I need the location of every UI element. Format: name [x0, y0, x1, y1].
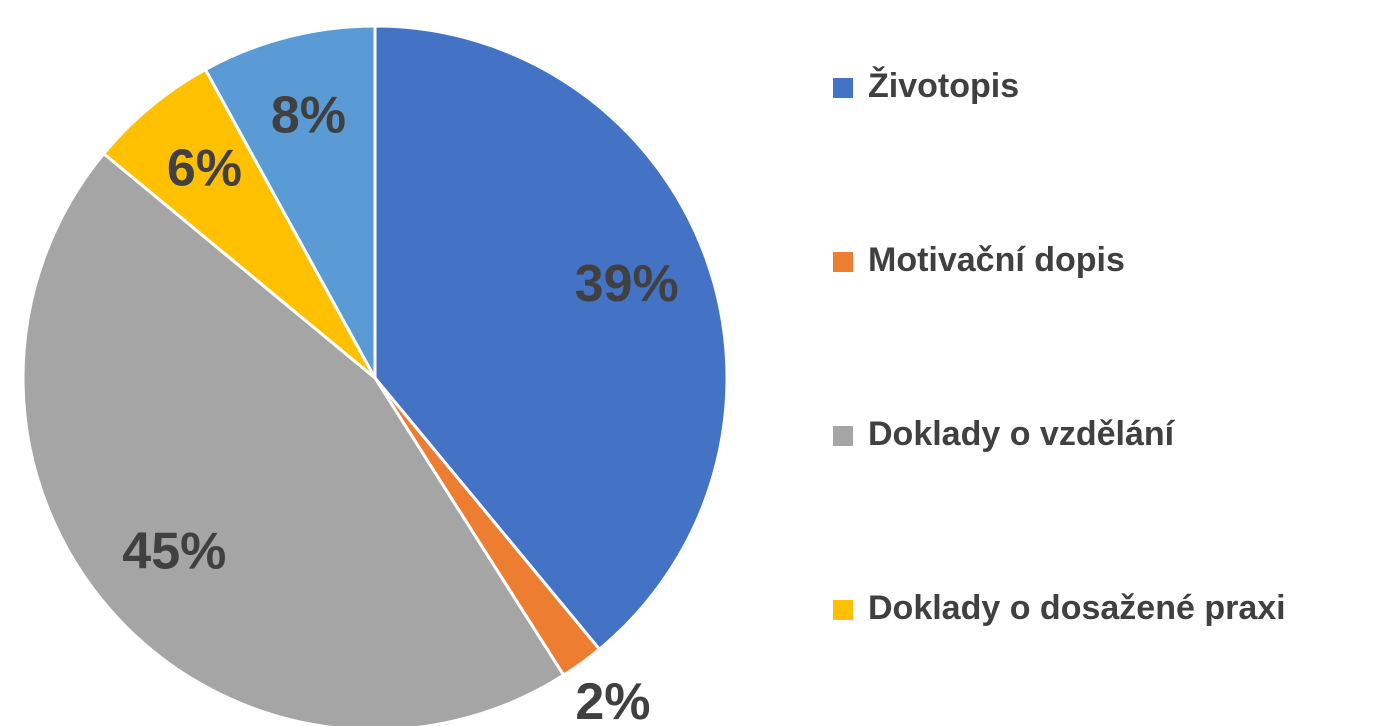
legend-label: Doklady o vzdělání	[868, 415, 1176, 453]
data-label: 39%	[575, 255, 679, 313]
data-label: 6%	[167, 140, 242, 198]
pie-slice	[101, 67, 377, 380]
data-label: 45%	[122, 523, 226, 581]
pie-slice	[373, 24, 729, 652]
legend-label: Životopis	[868, 67, 1019, 105]
legend-label: Motivační dopis	[868, 241, 1125, 279]
legend-label: Doklady o dosažené praxi	[868, 589, 1286, 627]
legend-swatch	[833, 600, 853, 620]
data-label: 8%	[271, 87, 346, 145]
legend-swatch	[833, 78, 853, 98]
legend-swatch	[833, 252, 853, 272]
legend-swatch	[833, 426, 853, 446]
data-label: 2%	[575, 673, 650, 726]
pie-slice	[203, 24, 377, 379]
